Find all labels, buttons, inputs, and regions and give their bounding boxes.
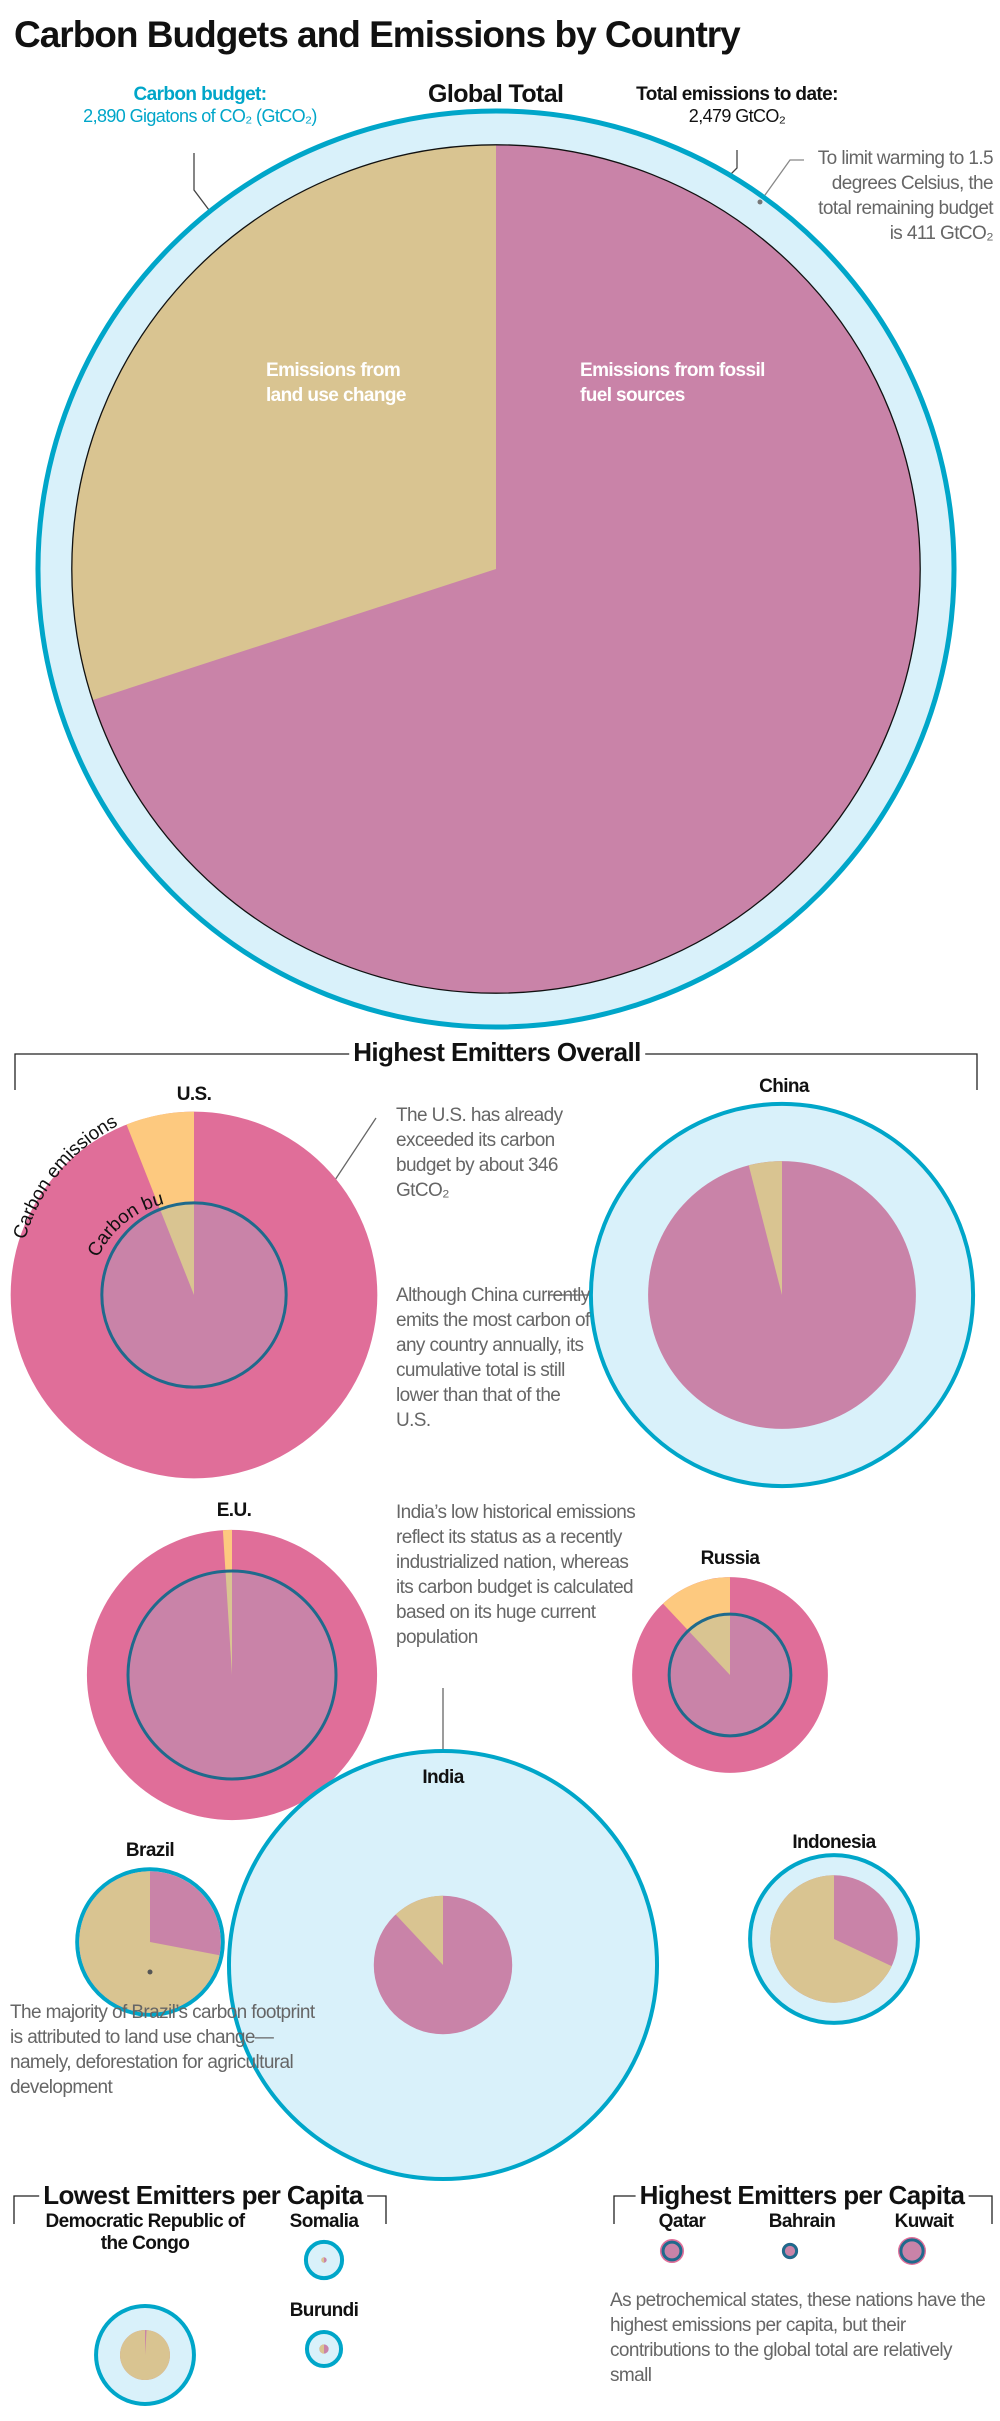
e-u-budget-circle [126,1569,338,1781]
democratic-republic-of-the-congo-land-use-slice [120,2330,170,2380]
section-highest-overall: Highest Emitters Overall [349,1037,645,1068]
land-use-label: Emissions from land use change [266,360,406,406]
label-somalia: Somalia [289,2211,359,2232]
burundi-land-use-slice [319,2344,324,2354]
qatar-budget-circle [661,2240,683,2262]
qatar-within-fossil-slice [663,2242,681,2260]
us-note: The U.S. has already exceeded its carbon… [396,1105,563,1201]
global-total-heading: Global Total [428,80,564,108]
indonesia-land-use-slice [770,1875,892,2003]
russia-budget-circle [667,1612,793,1738]
india-land-use-slice [395,1895,443,1965]
petrochemical-note: As petrochemical states, these nations h… [610,2290,986,2386]
u-s-budget-circle [100,1201,288,1389]
kuwait-within-fossil-slice [900,2239,924,2263]
page-title: Carbon Budgets and Emissions by Country [14,14,741,55]
label-bahrain: Bahrain [768,2211,836,2232]
label-kuwait: Kuwait [894,2211,954,2232]
budget-value: 2,890 Gigatons of CO₂ (GtCO₂) [83,106,317,126]
remaining-leader-dot [757,199,763,205]
label-us: U.S. [176,1084,212,1105]
remaining-leader-line [759,159,804,203]
label-eu: E.U. [216,1500,252,1521]
brazil-note: The majority of Brazil’s carbon footprin… [10,2002,315,2098]
emissions-annotation: Total emissions to date: 2,479 GtCO₂ [612,84,862,127]
label-qatar: Qatar [658,2211,706,2232]
somalia-land-use-slice [321,2257,324,2263]
section-highest-per-capita: Highest Emitters per Capita [635,2180,969,2211]
label-burundi: Burundi [289,2300,359,2321]
label-russia: Russia [700,1548,760,1569]
label-brazil: Brazil [125,1840,175,1861]
u-s-within-land-use-slice [160,1202,194,1295]
e-u-within-land-use-slice [225,1571,232,1675]
e-u-within-fossil-slice [128,1571,336,1779]
budget-leader-line [193,153,216,219]
india-note: India’s low historical emissions reflect… [396,1502,636,1648]
bahrain-budget-circle [781,2242,799,2260]
label-india: India [422,1767,464,1788]
russia-within-land-use-slice [688,1614,730,1675]
label-china: China [759,1076,809,1097]
kuwait-budget-circle [899,2238,925,2264]
brazil-leader-dot [147,1969,153,1975]
label-drc: Democratic Republic of the Congo [45,2211,245,2254]
remaining-budget-note: To limit warming to 1.5 degrees Celsius,… [817,148,994,244]
fossil-fuel-label: Emissions from fossil fuel sources [580,360,765,406]
emissions-value: 2,479 GtCO₂ [688,106,786,126]
china-note: Although China currently emits the most … [396,1285,590,1431]
bahrain-within-fossil-slice [783,2244,797,2258]
label-indonesia: Indonesia [792,1832,876,1853]
budget-label: Carbon budget: [133,84,267,105]
section-lowest-per-capita: Lowest Emitters per Capita [39,2180,367,2211]
us-note-leader [332,1117,377,1184]
china-land-use-slice [748,1161,782,1295]
budget-annotation: Carbon budget: 2,890 Gigatons of CO₂ (Gt… [60,84,340,127]
brazil-land-use-slice [79,1871,220,2013]
global-total-land-use-slice [71,144,496,701]
emissions-label: Total emissions to date: [636,84,838,105]
global-total-emissions-outline [71,144,921,994]
